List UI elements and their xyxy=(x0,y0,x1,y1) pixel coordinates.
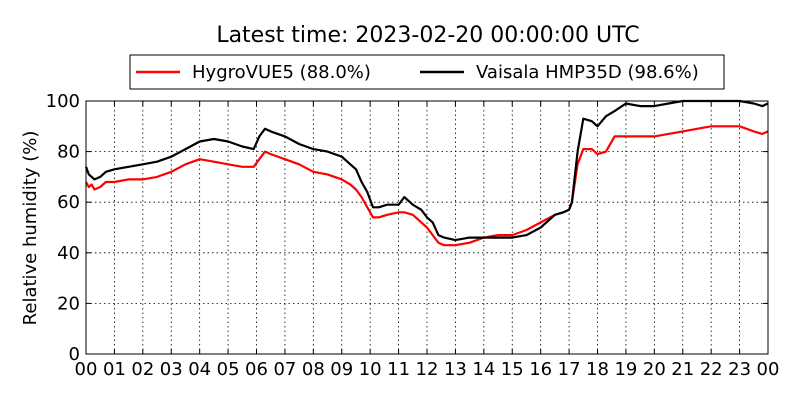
x-tick-label: 03 xyxy=(160,359,183,380)
x-tick-label: 05 xyxy=(217,359,240,380)
series-layer xyxy=(84,99,769,247)
ticks: 00 01 02 03 04 05 06 07 08 09 10 11 12 13 14 15 16 17 18 19… xyxy=(46,91,780,380)
x-tick-label: 13 xyxy=(444,359,467,380)
y-tick-label: 40 xyxy=(57,243,80,264)
series-line-hygrovue5 xyxy=(85,125,769,247)
x-tick-label: 16 xyxy=(529,359,552,380)
x-tick-label: 07 xyxy=(273,359,296,380)
x-tick-label: 23 xyxy=(728,359,751,380)
x-tick-label: 14 xyxy=(472,359,495,380)
x-tick-label: 04 xyxy=(188,359,211,380)
x-tick-label: 12 xyxy=(416,359,439,380)
y-axis-label: Relative humidity (%) xyxy=(20,131,41,326)
y-tick-label: 0 xyxy=(69,344,80,365)
x-tick-label: 20 xyxy=(643,359,666,380)
x-tick-label: 18 xyxy=(586,359,609,380)
y-tick-label: 20 xyxy=(57,293,80,314)
x-tick-label: 10 xyxy=(359,359,382,380)
chart-title: Latest time: 2023-02-20 00:00:00 UTC xyxy=(216,23,639,48)
x-tick-label: 01 xyxy=(103,359,126,380)
x-tick-label: 19 xyxy=(614,359,637,380)
x-tick-label: 00 xyxy=(757,359,780,380)
legend: HygroVUE5 (88.0%) Vaisala HMP35D (98.6%) xyxy=(129,54,725,90)
y-tick-label: 80 xyxy=(57,142,80,163)
y-tick-label: 60 xyxy=(57,192,80,213)
x-tick-label: 17 xyxy=(558,359,581,380)
legend-label: HygroVUE5 (88.0%) xyxy=(192,62,371,83)
x-tick-label: 22 xyxy=(700,359,723,380)
legend-label: Vaisala HMP35D (98.6%) xyxy=(476,62,699,83)
plot-area: 00 01 02 03 04 05 06 07 08 09 10 11 12 13 14 15 16 17 18 19… xyxy=(46,91,780,380)
x-tick-label: 08 xyxy=(302,359,325,380)
grid xyxy=(86,101,768,354)
x-tick-label: 02 xyxy=(131,359,154,380)
x-tick-label: 15 xyxy=(501,359,524,380)
x-tick-label: 21 xyxy=(671,359,694,380)
x-tick-label: 06 xyxy=(245,359,268,380)
y-tick-label: 100 xyxy=(46,91,80,112)
x-tick-label: 00 xyxy=(75,359,98,380)
series-line-vaisala-hmp35d xyxy=(84,99,769,242)
x-tick-label: 11 xyxy=(387,359,410,380)
x-tick-label: 09 xyxy=(330,359,353,380)
